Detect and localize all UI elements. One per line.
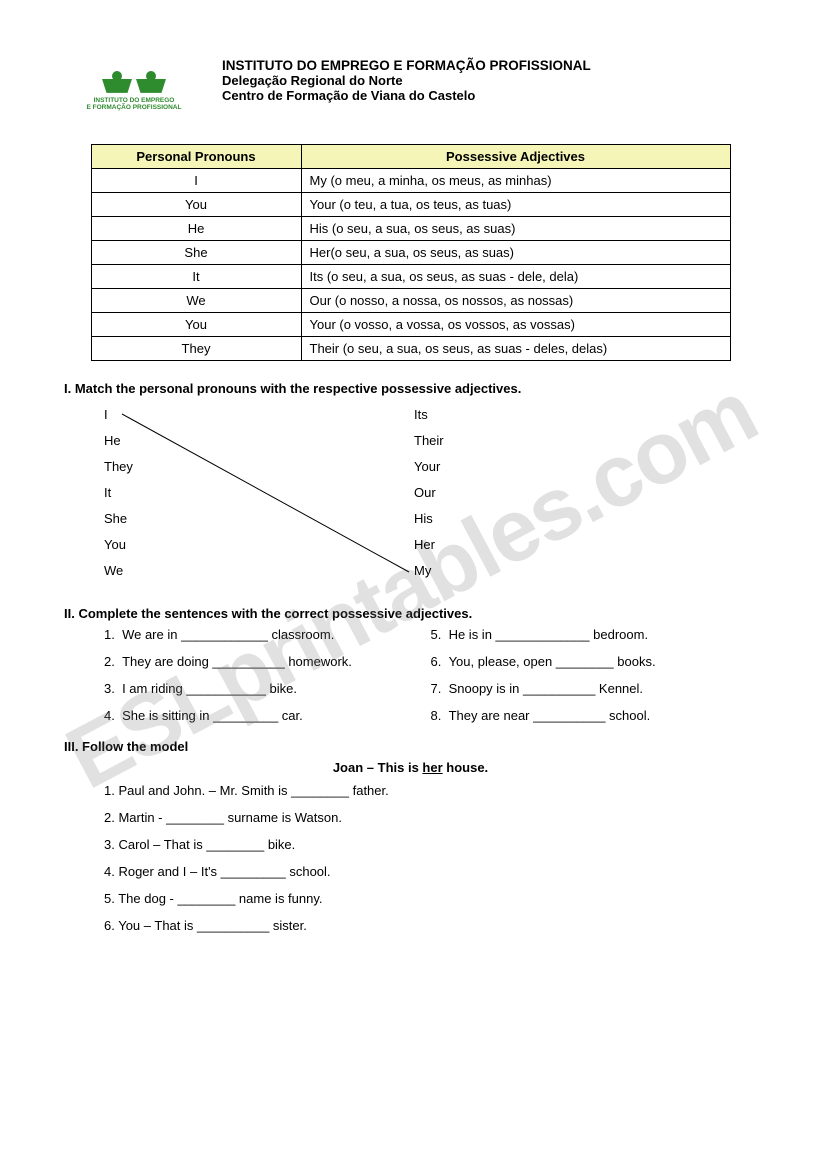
section1-title: I. Match the personal pronouns with the … [64,381,757,396]
s2-item: 3. I am riding ___________ bike. [104,681,431,696]
table-header-pronouns: Personal Pronouns [91,145,301,169]
section2-list: 1. We are in ____________ classroom. 5. … [64,627,757,723]
match-left-item: You [104,532,133,558]
table-cell-pronoun: They [91,337,301,361]
table-cell-pronoun: You [91,193,301,217]
match-right-item: His [414,506,444,532]
table-cell-pronoun: I [91,169,301,193]
logo-icon [102,71,166,93]
s3-item: 2. Martin - ________ surname is Watson. [104,810,757,825]
table-row: WeOur (o nosso, a nossa, os nossos, as n… [91,289,730,313]
table-row: TheyTheir (o seu, a sua, os seus, as sua… [91,337,730,361]
logo: INSTITUTO DO EMPREGO E FORMAÇÃO PROFISSI… [64,56,204,126]
match-left-item: We [104,558,133,584]
s3-item: 3. Carol – That is ________ bike. [104,837,757,852]
match-left-item: I [104,402,133,428]
s2-item: 2. They are doing __________ homework. [104,654,431,669]
match-right-item: Their [414,428,444,454]
s3-item: 5. The dog - ________ name is funny. [104,891,757,906]
header: INSTITUTO DO EMPREGO E FORMAÇÃO PROFISSI… [64,56,757,126]
section2-title: II. Complete the sentences with the corr… [64,606,757,621]
s2-item: 6. You, please, open ________ books. [431,654,758,669]
table-cell-adjective: Her(o seu, a sua, os seus, as suas) [301,241,730,265]
table-row: IMy (o meu, a minha, os meus, as minhas) [91,169,730,193]
table-cell-pronoun: You [91,313,301,337]
header-line3: Centro de Formação de Viana do Castelo [222,88,591,103]
section3-title: III. Follow the model [64,739,757,754]
table-row: YouYour (o vosso, a vossa, os vossos, as… [91,313,730,337]
table-row: SheHer(o seu, a sua, os seus, as suas) [91,241,730,265]
match-left-item: They [104,454,133,480]
header-line1: INSTITUTO DO EMPREGO E FORMAÇÃO PROFISSI… [222,58,591,73]
table-cell-adjective: Your (o teu, a tua, os teus, as tuas) [301,193,730,217]
match-line [104,402,424,588]
pronouns-table: Personal Pronouns Possessive Adjectives … [91,144,731,361]
s2-item: 7. Snoopy is in __________ Kennel. [431,681,758,696]
match-right-item: My [414,558,444,584]
match-left-item: It [104,480,133,506]
table-cell-pronoun: We [91,289,301,313]
match-right-item: Our [414,480,444,506]
table-cell-adjective: Its (o seu, a sua, os seus, as suas - de… [301,265,730,289]
match-right-item: Its [414,402,444,428]
match-left-item: She [104,506,133,532]
header-text: INSTITUTO DO EMPREGO E FORMAÇÃO PROFISSI… [222,56,591,103]
header-line2: Delegação Regional do Norte [222,73,591,88]
match-right-item: Her [414,532,444,558]
match-connector [122,414,409,572]
section3-list: 1. Paul and John. – Mr. Smith is _______… [64,783,757,933]
table-cell-adjective: My (o meu, a minha, os meus, as minhas) [301,169,730,193]
s3-item: 6. You – That is __________ sister. [104,918,757,933]
table-row: YouYour (o teu, a tua, os teus, as tuas) [91,193,730,217]
s3-item: 1. Paul and John. – Mr. Smith is _______… [104,783,757,798]
s3-item: 4. Roger and I – It's _________ school. [104,864,757,879]
s2-item: 1. We are in ____________ classroom. [104,627,431,642]
s2-item: 8. They are near __________ school. [431,708,758,723]
s2-item: 4. She is sitting in _________ car. [104,708,431,723]
table-row: ItIts (o seu, a sua, os seus, as suas - … [91,265,730,289]
table-cell-adjective: Your (o vosso, a vossa, os vossos, as vo… [301,313,730,337]
match-exercise: IHeTheyItSheYouWe ItsTheirYourOurHisHerM… [64,402,757,588]
table-cell-adjective: His (o seu, a sua, os seus, as suas) [301,217,730,241]
match-right-item: Your [414,454,444,480]
logo-text: INSTITUTO DO EMPREGO E FORMAÇÃO PROFISSI… [87,97,182,111]
section3-model: Joan – This is her house. [64,760,757,775]
table-cell-adjective: Their (o seu, a sua, os seus, as suas - … [301,337,730,361]
table-cell-adjective: Our (o nosso, a nossa, os nossos, as nos… [301,289,730,313]
match-left-item: He [104,428,133,454]
table-row: HeHis (o seu, a sua, os seus, as suas) [91,217,730,241]
table-header-adjectives: Possessive Adjectives [301,145,730,169]
table-cell-pronoun: It [91,265,301,289]
table-cell-pronoun: He [91,217,301,241]
table-cell-pronoun: She [91,241,301,265]
s2-item: 5. He is in _____________ bedroom. [431,627,758,642]
